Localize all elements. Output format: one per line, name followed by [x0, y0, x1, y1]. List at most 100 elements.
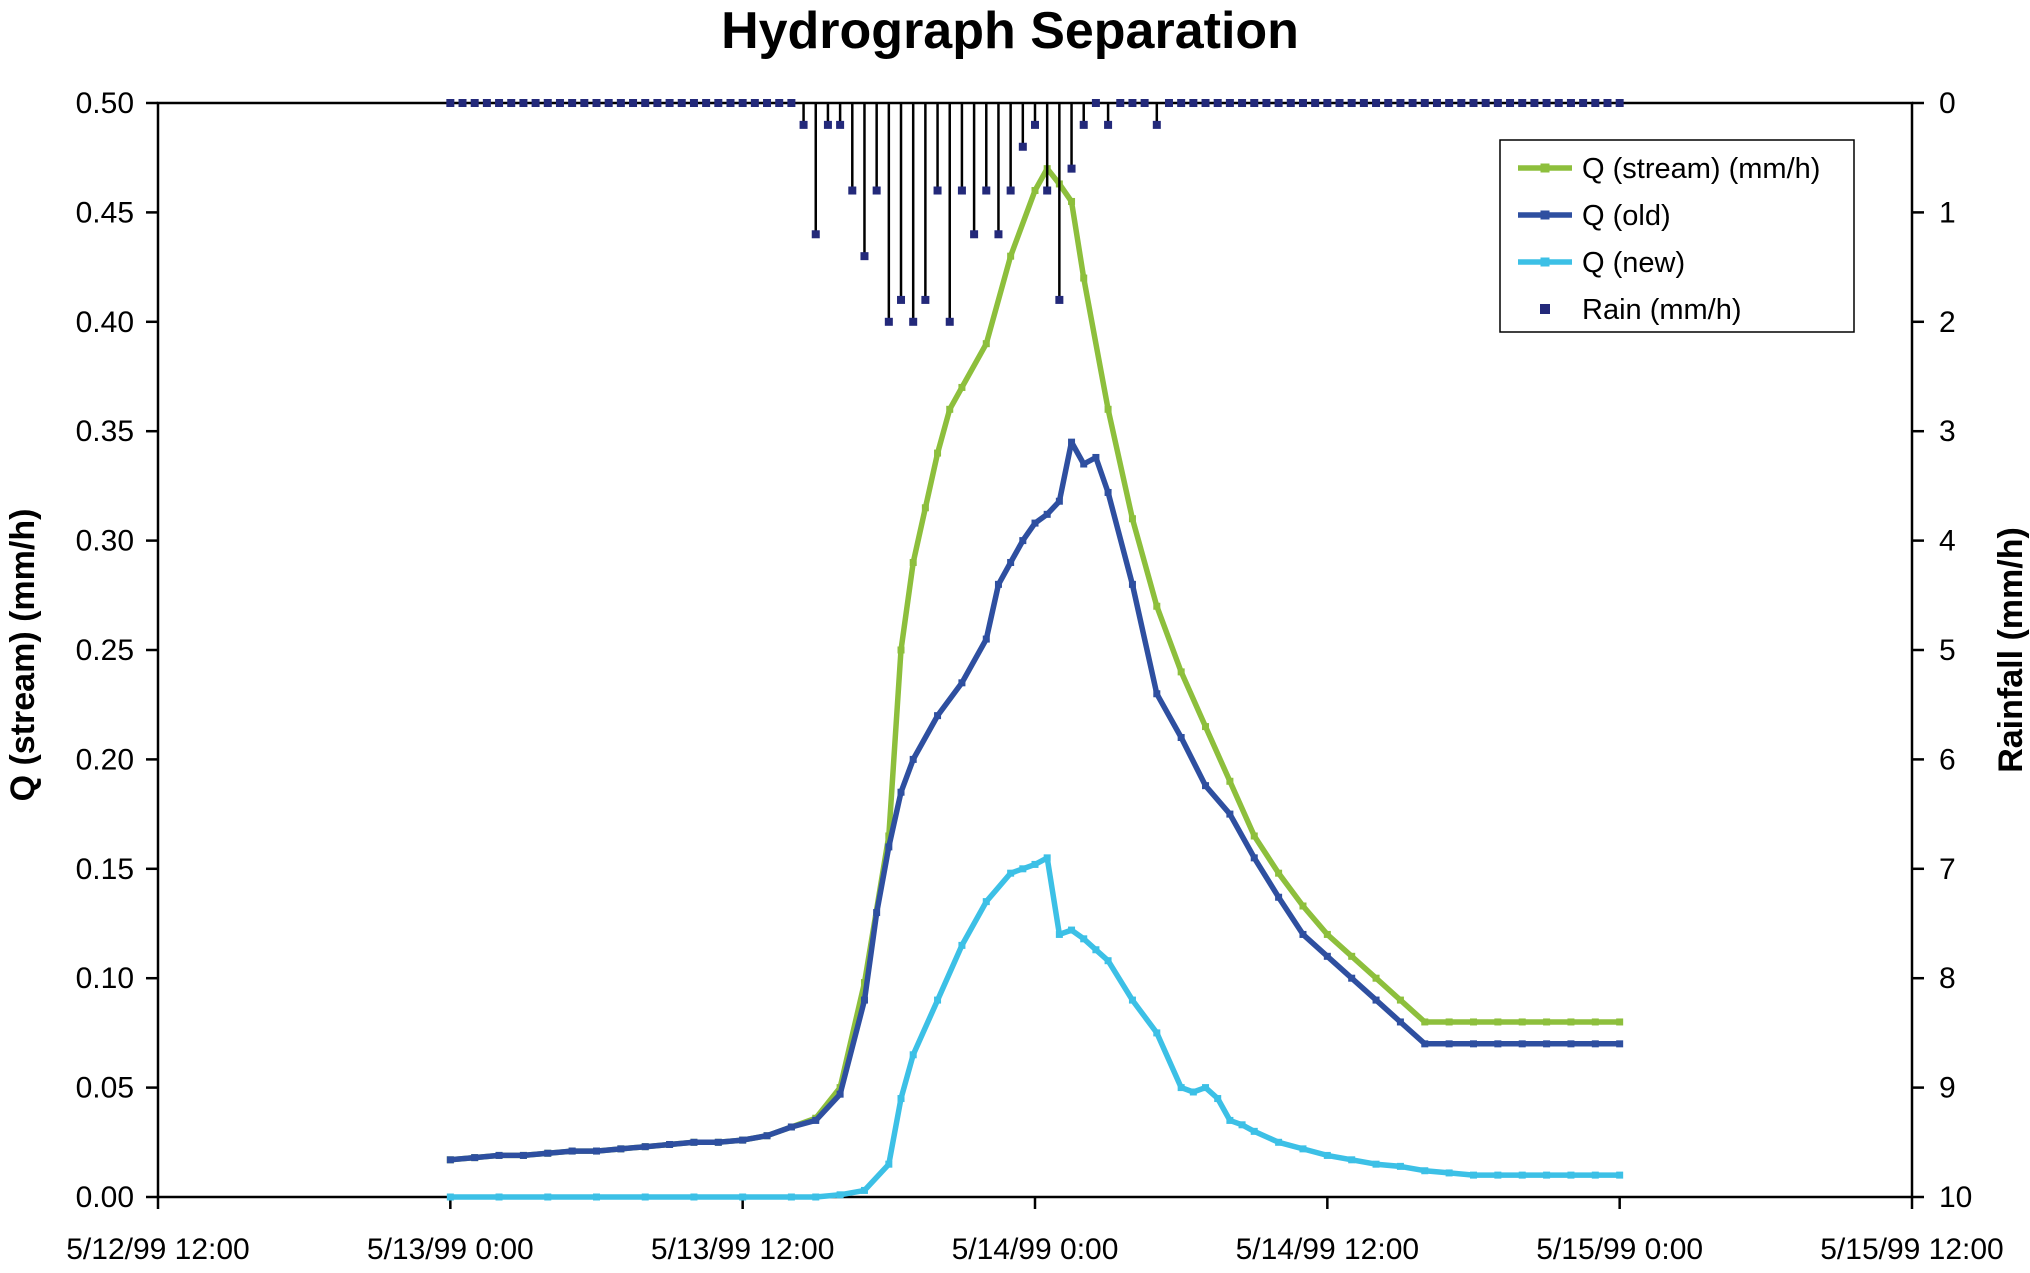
rain-marker — [702, 99, 711, 107]
series-marker — [1372, 974, 1380, 982]
rain-marker — [994, 230, 1003, 239]
rain-marker — [470, 99, 479, 107]
series-marker — [641, 1143, 649, 1151]
legend-swatch-marker — [1540, 163, 1550, 173]
series-marker — [1043, 854, 1051, 862]
series-marker — [1445, 1040, 1453, 1048]
rain-marker — [1250, 99, 1259, 107]
series-marker — [666, 1140, 674, 1148]
right-tick-label: 8 — [1939, 962, 1956, 995]
rain-marker — [1225, 99, 1234, 107]
rain-marker — [568, 99, 577, 107]
rain-marker — [860, 252, 869, 261]
series-marker — [982, 898, 990, 906]
rain-marker — [482, 99, 491, 107]
series-marker — [1177, 1084, 1185, 1092]
rain-marker — [1493, 99, 1502, 107]
rain-marker — [653, 99, 662, 107]
rain-marker — [872, 186, 881, 195]
legend-label: Q (old) — [1582, 200, 1671, 232]
rain-marker — [1408, 99, 1417, 107]
rain-marker — [1323, 99, 1332, 107]
right-tick-label: 2 — [1939, 306, 1956, 339]
series-marker — [836, 1191, 844, 1199]
series-marker — [946, 405, 954, 413]
series-marker — [958, 941, 966, 949]
x-axis: 5/12/99 12:00 5/13/99 0:00 5/13/99 12:00 5/… — [66, 1197, 2004, 1266]
rain-marker — [1384, 99, 1393, 107]
series-marker — [909, 755, 917, 763]
series-marker — [1068, 438, 1076, 446]
rain-marker — [1359, 99, 1368, 107]
series-marker — [1226, 777, 1234, 785]
series-marker — [1591, 1171, 1599, 1179]
rain-marker — [982, 186, 991, 195]
series-marker — [934, 449, 942, 457]
series-marker — [1250, 832, 1258, 840]
rain-marker — [519, 99, 528, 107]
series-marker — [1543, 1040, 1551, 1048]
chart-title: Hydrograph Separation — [721, 2, 1299, 60]
rain-drop-lines — [802, 103, 1159, 322]
left-tick-label: 0.40 — [76, 306, 134, 339]
series-marker — [1031, 519, 1039, 527]
left-y-axis: 0.00 0.05 0.10 0.15 0.20 0.25 0.30 0.35 0.40 0.45… — [76, 87, 158, 1214]
right-tick-label: 7 — [1939, 853, 1956, 886]
series-marker — [934, 712, 942, 720]
series-marker — [1128, 580, 1136, 588]
series-marker — [1104, 405, 1112, 413]
right-tick-label: 9 — [1939, 1072, 1956, 1105]
series-marker — [1494, 1040, 1502, 1048]
left-axis-title: Q (stream) (mm/h) — [4, 509, 42, 802]
rain-marker — [1469, 99, 1478, 107]
series-marker — [1238, 1121, 1246, 1129]
series-marker — [1372, 1160, 1380, 1168]
series-marker — [1080, 935, 1088, 943]
series-marker — [568, 1147, 576, 1155]
series-marker — [1068, 197, 1076, 205]
series-marker — [1153, 690, 1161, 698]
rain-marker — [909, 317, 918, 326]
series-marker — [1092, 453, 1100, 461]
legend-item: Q (new) — [1518, 247, 1685, 279]
rain-marker — [1432, 99, 1441, 107]
series-marker — [885, 1160, 893, 1168]
series-marker — [1092, 946, 1100, 954]
series-marker — [1616, 1171, 1624, 1179]
rain-marker — [1615, 99, 1624, 107]
series-marker — [1591, 1018, 1599, 1026]
rain-marker — [1201, 99, 1210, 107]
series-marker — [544, 1193, 552, 1201]
rain-marker — [1298, 99, 1307, 107]
rain-markers — [446, 99, 1624, 326]
series-marker — [1518, 1171, 1526, 1179]
series-marker — [1470, 1018, 1477, 1026]
series-marker — [1543, 1018, 1551, 1026]
series-marker — [836, 1090, 844, 1098]
rain-marker — [1311, 99, 1320, 107]
left-tick-label: 0.30 — [76, 525, 134, 558]
rain-marker — [1566, 99, 1575, 107]
series-marker — [1177, 734, 1185, 742]
series-marker — [739, 1136, 747, 1144]
legend-label: Q (new) — [1582, 247, 1685, 279]
x-tick-label: 5/14/99 0:00 — [952, 1233, 1119, 1266]
rain-marker — [1506, 99, 1515, 107]
rain-marker — [1554, 99, 1563, 107]
rain-marker — [616, 99, 625, 107]
series-marker — [1019, 537, 1027, 545]
series-marker — [714, 1138, 722, 1146]
rain-marker — [1177, 99, 1186, 107]
series-line — [450, 439, 1620, 1163]
series-marker — [1080, 274, 1088, 282]
rain-marker — [1579, 99, 1588, 107]
series-line — [450, 855, 1620, 1200]
series-marker — [934, 996, 942, 1004]
series-marker — [1299, 902, 1307, 910]
rain-marker — [970, 230, 979, 239]
rain-marker — [1542, 99, 1551, 107]
series-marker — [1189, 1088, 1197, 1096]
series-marker — [739, 1193, 747, 1201]
left-tick-label: 0.50 — [76, 87, 134, 120]
